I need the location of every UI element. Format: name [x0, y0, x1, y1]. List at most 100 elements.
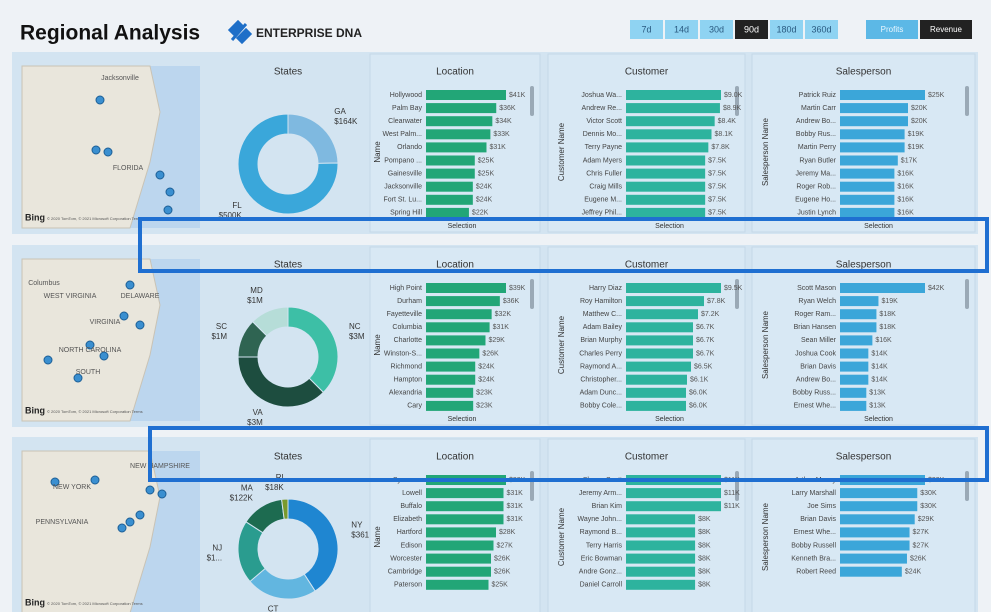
bar-label: Fayetteville — [387, 311, 423, 318]
bar — [626, 309, 698, 320]
donut-value-label: $122K — [230, 493, 254, 502]
donut-value-label: $18K — [265, 483, 284, 492]
bar-value-label: $7.5K — [708, 210, 727, 217]
bar — [426, 129, 491, 140]
bar-label: Kenneth Bra... — [791, 555, 836, 562]
bar-value-label: $16K — [897, 210, 914, 217]
bar-label: Adam Myers — [583, 157, 623, 164]
period-button[interactable] — [665, 20, 698, 39]
period-button[interactable] — [735, 20, 768, 39]
bar — [840, 181, 895, 192]
bar-value-label: $14K — [871, 377, 888, 384]
bar — [426, 514, 504, 525]
bar — [426, 400, 474, 411]
donut-category: NC — [349, 322, 361, 331]
bar-label: Bobby Russell — [791, 542, 836, 549]
bar-value-label: $17K — [901, 157, 918, 164]
period-button[interactable] — [700, 20, 733, 39]
bar — [840, 488, 918, 499]
bar-label: Durham — [397, 298, 422, 305]
bar-label: Scott Mason — [797, 285, 836, 292]
bar-label: Raymond B... — [580, 529, 622, 536]
bar — [840, 348, 869, 359]
period-label: 7d — [641, 24, 651, 34]
bar — [626, 553, 696, 564]
period-button[interactable] — [770, 20, 803, 39]
bar-label: Joshua Cook — [795, 350, 836, 357]
bar-label: Robert Reed — [796, 569, 836, 576]
axis-label: Selection — [448, 416, 477, 423]
bar — [840, 374, 869, 385]
axis-label: Selection — [448, 223, 477, 230]
bar-value-label: $7.2K — [701, 311, 720, 318]
bar — [626, 387, 686, 398]
period-button[interactable] — [630, 20, 663, 39]
donut-category: MD — [250, 286, 263, 295]
map-label: Jacksonville — [101, 75, 139, 82]
bar-value-label: $33K — [928, 477, 945, 484]
bar — [626, 335, 693, 346]
bar-label: Hollywood — [390, 92, 422, 99]
bar-value-label: $23K — [476, 403, 493, 410]
bar-value-label: $36K — [503, 298, 520, 305]
bar — [626, 103, 720, 114]
donut-category: NJ — [212, 543, 222, 552]
bar-value-label: $31K — [489, 144, 506, 151]
bar-value-label: $26K — [494, 569, 511, 576]
scrollbar — [965, 86, 969, 116]
bar — [840, 155, 898, 166]
bar-value-label: $6.5K — [694, 363, 713, 370]
metric-button[interactable] — [866, 20, 918, 39]
bar — [840, 309, 877, 320]
bar-label: Winston-S... — [384, 350, 422, 357]
bar-label: Pompano ... — [384, 157, 422, 164]
axis-label: Salesperson Name — [761, 502, 770, 571]
bar-label: Syracuse — [393, 477, 422, 484]
bar-value-label: $41K — [509, 92, 526, 99]
bar-label: Cambridge — [388, 569, 422, 576]
axis-label: Customer Name — [557, 507, 566, 566]
bar-label: Ernest Whe... — [794, 403, 836, 410]
bar-label: Jeremy Ma... — [796, 170, 837, 177]
bar — [840, 361, 869, 372]
bar-value-label: $32K — [509, 477, 526, 484]
donut-value-label: $1... — [207, 553, 223, 562]
bar — [840, 116, 908, 127]
bar — [626, 501, 721, 512]
bar-label: Spring Hill — [390, 210, 422, 217]
bar-value-label: $8.4K — [718, 118, 737, 125]
donut-slice — [287, 498, 339, 592]
bar — [626, 488, 721, 499]
donut-category: SC — [216, 322, 227, 331]
bar-value-label: $6.1K — [690, 377, 709, 384]
bar-label: Adam Dunc... — [580, 390, 622, 397]
bar-label: Terry Harris — [586, 542, 623, 549]
bar-label: Andrew Bo... — [796, 118, 836, 125]
period-label: 360d — [811, 24, 831, 34]
period-button[interactable] — [805, 20, 838, 39]
bar-value-label: $23K — [476, 390, 493, 397]
bar-label: Orlando — [397, 144, 422, 151]
bar-label: Gainesville — [388, 170, 422, 177]
bar-value-label: $25K — [928, 92, 945, 99]
bar — [626, 207, 706, 218]
donut-category: MA — [241, 483, 254, 492]
bar-label: Joe Sims — [807, 503, 836, 510]
bar-label: Wayne John... — [578, 516, 623, 523]
bar — [626, 566, 696, 577]
bar — [840, 475, 925, 485]
bar — [840, 322, 877, 333]
metric-button[interactable] — [920, 20, 972, 39]
bar — [840, 527, 910, 538]
bar — [626, 514, 696, 525]
chart-title: Salesperson — [836, 260, 892, 271]
bar-value-label: $8K — [698, 516, 711, 523]
bar-value-label: $6.0K — [689, 390, 708, 397]
bar-label: Patrick Ruiz — [799, 92, 837, 99]
bar — [426, 142, 487, 153]
period-label: 30d — [709, 24, 724, 34]
bar — [426, 488, 504, 499]
bar-value-label: $25K — [478, 170, 495, 177]
bar — [626, 527, 696, 538]
bar-label: Eugene Ho... — [795, 197, 836, 204]
